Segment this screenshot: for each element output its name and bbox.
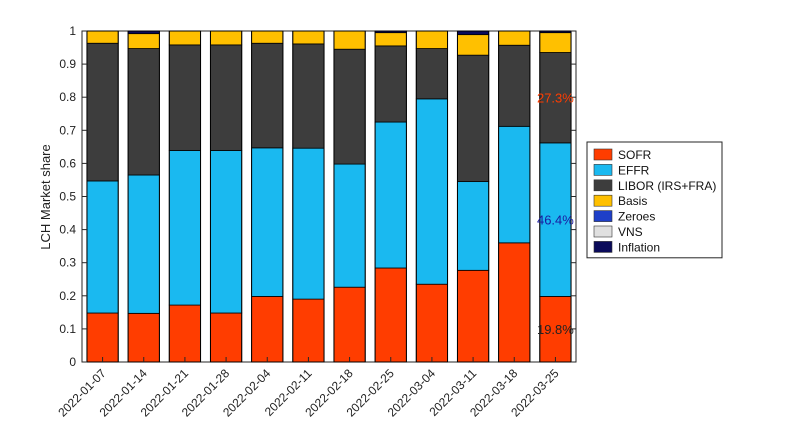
bar-segment-basis-2022-03-25 — [539, 32, 572, 53]
legend-swatch — [593, 225, 613, 238]
legend-swatch — [593, 148, 613, 161]
bar-segment-basis-2022-01-21 — [168, 30, 201, 46]
annotation-label: 27.3% — [537, 91, 574, 106]
legend-label: SOFR — [618, 148, 652, 162]
plot-frame — [81, 30, 577, 363]
bar-segment-effr-2022-01-28 — [210, 150, 243, 314]
legend-swatch — [593, 210, 613, 222]
bar-segment-libor-irs-fra--2022-02-25 — [374, 45, 407, 123]
y-axis-title: LCH Market share — [38, 144, 53, 249]
bar-segment-basis-2022-01-07 — [86, 30, 119, 44]
bar-segment-effr-2022-01-07 — [86, 180, 119, 314]
bar-segment-libor-irs-fra--2022-03-18 — [498, 44, 531, 127]
bar-segment-sofr-2022-02-04 — [251, 296, 284, 363]
y-tick-label: 0.1 — [59, 322, 76, 336]
y-tick-label: 0.4 — [59, 223, 76, 237]
bar-segment-effr-2022-01-21 — [168, 150, 201, 306]
bar-segment-effr-2022-03-18 — [498, 125, 531, 244]
bar-segment-basis-2022-01-28 — [210, 30, 243, 46]
y-tick-label: 0.6 — [59, 156, 76, 170]
bar-segment-basis-2022-02-18 — [333, 30, 366, 50]
bar-segment-sofr-2022-03-04 — [415, 283, 448, 363]
bar-segment-libor-irs-fra--2022-02-18 — [333, 48, 366, 165]
bar-segment-libor-irs-fra--2022-03-04 — [415, 48, 448, 100]
bar-segment-effr-2022-03-04 — [415, 98, 448, 285]
bar-segment-effr-2022-01-14 — [127, 174, 160, 314]
bar-segment-sofr-2022-02-11 — [292, 298, 325, 363]
bar-segment-sofr-2022-02-25 — [374, 267, 407, 363]
legend-swatch — [593, 194, 613, 207]
bar-segment-sofr-2022-02-18 — [333, 286, 366, 363]
legend-swatch — [593, 164, 613, 176]
bars-layer — [86, 30, 572, 363]
y-tick-label: 0.5 — [59, 190, 76, 204]
annotation-label: 19.8% — [537, 322, 574, 337]
y-tick-label: 0.9 — [59, 57, 76, 71]
legend-label: LIBOR (IRS+FRA) — [618, 179, 716, 193]
bar-segment-effr-2022-03-25 — [539, 142, 572, 297]
bar-segment-effr-2022-02-25 — [374, 121, 407, 269]
bar-segment-sofr-2022-01-14 — [127, 312, 160, 363]
y-tick-label: 0.3 — [59, 256, 76, 270]
bar-segment-sofr-2022-01-07 — [86, 312, 119, 363]
bar-segment-libor-irs-fra--2022-03-11 — [457, 54, 490, 183]
y-tick-label: 1 — [69, 24, 76, 38]
bar-segment-sofr-2022-01-21 — [168, 304, 201, 363]
bar-segment-basis-2022-03-04 — [415, 30, 448, 49]
bar-segment-effr-2022-02-04 — [251, 147, 284, 297]
bar-segment-basis-2022-03-11 — [457, 34, 490, 56]
y-tick-label: 0.8 — [59, 90, 76, 104]
bar-segment-basis-2022-02-11 — [292, 30, 325, 45]
legend-label: Basis — [618, 194, 647, 208]
bar-segment-basis-2022-01-14 — [127, 33, 160, 49]
bar-segment-libor-irs-fra--2022-02-11 — [292, 43, 325, 149]
bar-segment-sofr-2022-03-18 — [498, 242, 531, 363]
bar-segment-effr-2022-02-18 — [333, 163, 366, 288]
bar-segment-inflation-2022-03-11 — [457, 30, 490, 36]
y-tick-label: 0 — [69, 355, 76, 369]
legend-label: EFFR — [618, 163, 650, 177]
legend-swatch — [593, 179, 613, 192]
bar-segment-basis-2022-03-18 — [498, 30, 531, 46]
bar-segment-libor-irs-fra--2022-01-28 — [210, 44, 243, 151]
bar-segment-libor-irs-fra--2022-02-04 — [251, 42, 284, 149]
bar-segment-libor-irs-fra--2022-01-07 — [86, 42, 119, 182]
annotation-label: 46.4% — [537, 213, 574, 228]
legend-label: Inflation — [618, 240, 660, 254]
bar-segment-effr-2022-02-11 — [292, 147, 325, 300]
plot-area — [81, 30, 577, 363]
bar-segment-libor-irs-fra--2022-01-21 — [168, 44, 201, 151]
bar-segment-libor-irs-fra--2022-03-25 — [539, 52, 572, 144]
annotations-layer: 27.3% 46.4% 19.8% — [537, 91, 574, 338]
bar-segment-basis-2022-02-25 — [374, 32, 407, 47]
y-tick-label: 0.2 — [59, 289, 76, 303]
legend-swatch — [593, 241, 613, 253]
bar-segment-libor-irs-fra--2022-01-14 — [127, 48, 160, 176]
legend-label: Zeroes — [618, 210, 655, 224]
y-tick-label: 0.7 — [59, 123, 76, 137]
bar-segment-effr-2022-03-11 — [457, 181, 490, 271]
bar-segment-sofr-2022-03-11 — [457, 269, 490, 363]
bar-segment-basis-2022-02-04 — [251, 30, 284, 44]
legend-label: VNS — [618, 225, 643, 239]
bar-segment-sofr-2022-01-28 — [210, 312, 243, 363]
